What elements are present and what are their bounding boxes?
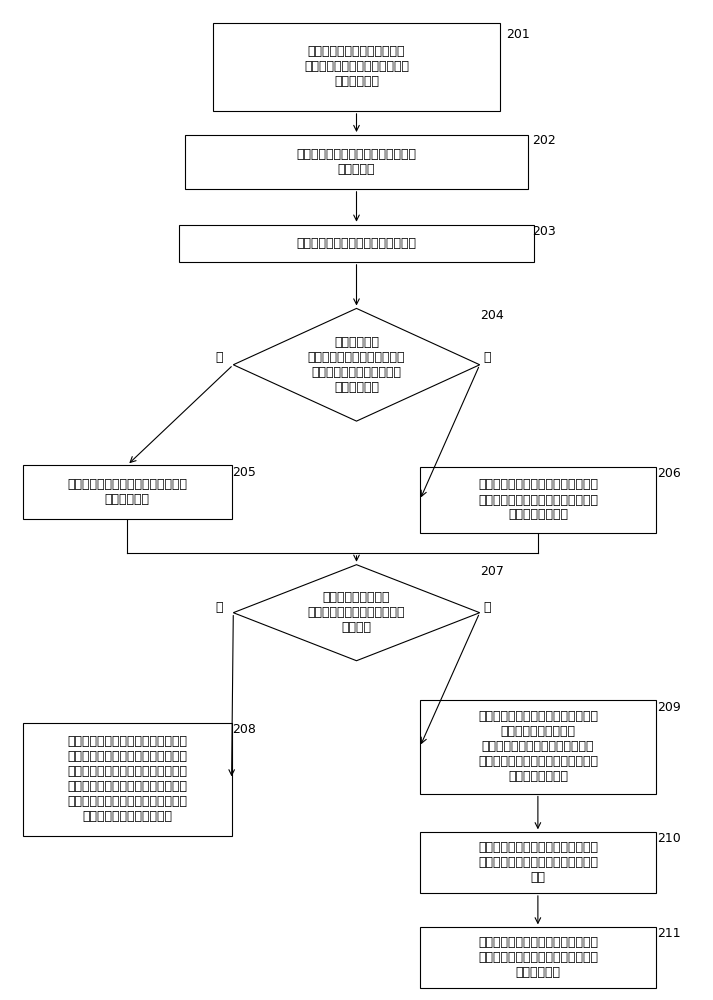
Text: 206: 206 — [657, 467, 681, 480]
Polygon shape — [233, 308, 480, 421]
FancyBboxPatch shape — [212, 23, 501, 111]
Text: 209: 209 — [657, 701, 681, 714]
Text: 204: 204 — [480, 309, 503, 322]
Text: 当执行到消息队列中的第二操作结果
时，向第一客户机发送消息队列中的
第二操作结果: 当执行到消息队列中的第二操作结果 时，向第一客户机发送消息队列中的 第二操作结果 — [478, 936, 598, 979]
Text: 否: 否 — [483, 351, 491, 364]
Text: 从第二客户机获取第二操作结果，将
获取到的第二操作结果加入到消息队
列中: 从第二客户机获取第二操作结果，将 获取到的第二操作结果加入到消息队 列中 — [478, 841, 598, 884]
Text: 从第二客户机获取数据的属性缓存，
确定将获取到的数据的属性缓存作为
查询到的属性缓存: 从第二客户机获取数据的属性缓存， 确定将获取到的数据的属性缓存作为 查询到的属性… — [478, 479, 598, 522]
FancyBboxPatch shape — [420, 700, 656, 794]
Text: 接收第一客户机发送的文件处理命令: 接收第一客户机发送的文件处理命令 — [297, 237, 416, 250]
Text: 207: 207 — [480, 565, 503, 578]
Text: 是: 是 — [215, 601, 223, 614]
FancyBboxPatch shape — [23, 723, 232, 836]
Text: 向文件处理命令指示的第二客户机发
送文件处理指令，以使
第二客户机对文件处理指令指示的
数据执行文件处理指令指示的操作，
生成第二操作结果: 向文件处理命令指示的第二客户机发 送文件处理指令，以使 第二客户机对文件处理指令… — [478, 710, 598, 783]
Text: 203: 203 — [533, 225, 556, 238]
Text: 208: 208 — [232, 723, 257, 736]
Text: 确定将预先存储的属性缓存作为查询
到的属性缓存: 确定将预先存储的属性缓存作为查询 到的属性缓存 — [67, 478, 188, 506]
Text: 是: 是 — [215, 351, 223, 364]
FancyBboxPatch shape — [420, 832, 656, 893]
FancyBboxPatch shape — [420, 467, 656, 533]
Text: 201: 201 — [506, 28, 530, 41]
FancyBboxPatch shape — [23, 465, 232, 519]
Text: 202: 202 — [533, 134, 556, 147]
Text: 211: 211 — [657, 927, 681, 940]
Text: 对数据副本执行文件处理命令指示的
操作，生成第一操作结果，并向第一
客户机发送第一操作结果，以及向第
二客户机发送第一操作结果，以使第
二客户机根据第一操作结果: 对数据副本执行文件处理命令指示的 操作，生成第一操作结果，并向第一 客户机发送第… — [67, 735, 188, 823]
Text: 数据对应数据副本的
属性缓存与查询到的属性缓存
是否相同: 数据对应数据副本的 属性缓存与查询到的属性缓存 是否相同 — [308, 591, 405, 634]
Text: 210: 210 — [657, 832, 681, 845]
FancyBboxPatch shape — [185, 135, 528, 189]
Text: 服务器根据第一客户机发送的
连接请求，对第一客户机进行身
份和权限验证: 服务器根据第一客户机发送的 连接请求，对第一客户机进行身 份和权限验证 — [304, 45, 409, 88]
Text: 若验证通过，建立与第一客户机对应
的服务进程: 若验证通过，建立与第一客户机对应 的服务进程 — [297, 148, 416, 176]
FancyBboxPatch shape — [420, 927, 656, 988]
Text: 是否预先存储
有文件处理命令指示的数据的
属性缓存，并且建立时间未
超出第一阈值: 是否预先存储 有文件处理命令指示的数据的 属性缓存，并且建立时间未 超出第一阈值 — [308, 336, 405, 394]
Polygon shape — [233, 565, 480, 661]
FancyBboxPatch shape — [178, 225, 535, 262]
Text: 205: 205 — [232, 466, 257, 479]
Text: 否: 否 — [483, 601, 491, 614]
